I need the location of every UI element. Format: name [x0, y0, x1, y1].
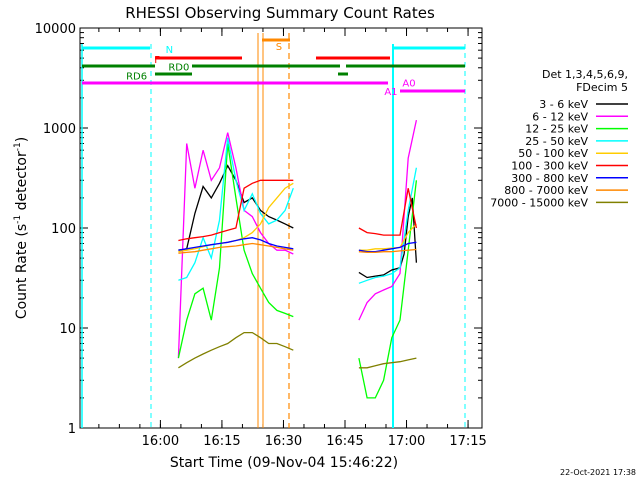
legend-header-1: Det 1,3,4,5,6,9,: [542, 68, 628, 81]
event-label: RD0: [168, 63, 189, 74]
series-line-5-1: [358, 188, 418, 236]
legend-header-2: FDecim 5: [576, 81, 628, 94]
legend-label: 300 - 800 keV: [511, 172, 588, 185]
series-line-3-0: [178, 137, 294, 281]
y-tick-label: 10: [59, 322, 76, 337]
event-label: N: [166, 45, 173, 56]
series-line-8-1: [358, 357, 417, 369]
series-line-6-0: [178, 237, 294, 251]
legend-label: 12 - 25 keV: [525, 123, 588, 136]
legend-label: 6 - 12 keV: [532, 110, 588, 123]
event-label: A1: [384, 87, 397, 98]
legend-label: 3 - 6 keV: [539, 98, 588, 111]
series-line-6-1: [358, 241, 417, 253]
y-tick-label: 100: [51, 222, 76, 237]
y-tick-label: 1: [68, 422, 76, 437]
legend-label: 25 - 50 keV: [525, 135, 588, 148]
x-tick-label: 16:00: [142, 434, 179, 449]
timestamp: 22-Oct-2021 17:38: [560, 468, 636, 477]
series-line-2-0: [177, 143, 294, 359]
series-line-1-0: [177, 132, 294, 359]
event-label: S: [276, 42, 282, 53]
series-line-7-1: [358, 248, 417, 254]
x-tick-label: 16:45: [326, 434, 363, 449]
series-line-4-1: [358, 223, 417, 251]
y-axis-label: Count Rate (s-1 detector-1): [13, 137, 30, 319]
series-layer: [177, 119, 418, 399]
legend-label: 100 - 300 keV: [511, 160, 588, 173]
x-axis: 16:00 16:15 16:30 16:45 17:00 17:15: [98, 28, 487, 449]
legend-label: 7000 - 15000 keV: [490, 196, 588, 209]
y-tick-label: 10000: [35, 22, 76, 37]
series-line-0-1: [358, 197, 418, 279]
legend-label: 50 - 100 keV: [518, 147, 588, 160]
series-line-7-0: [178, 242, 294, 254]
series-line-8-0: [178, 331, 294, 369]
x-tick-label: 17:00: [388, 434, 425, 449]
series-line-3-1: [358, 167, 418, 284]
series-line-2-1: [358, 180, 418, 399]
event-bars: [81, 33, 466, 428]
x-tick-label: 17:15: [449, 434, 486, 449]
event-label: F: [154, 55, 160, 66]
event-label: A0: [402, 79, 415, 90]
series-line-1-1: [358, 119, 418, 321]
legend-label: 800 - 7000 keV: [504, 184, 588, 197]
x-tick-label: 16:15: [203, 434, 240, 449]
chart-title: RHESSI Observing Summary Count Rates: [125, 4, 435, 22]
x-tick-label: 16:30: [265, 434, 302, 449]
x-axis-label: Start Time (09-Nov-04 15:46:22): [170, 455, 398, 471]
series-line-5-0: [178, 179, 294, 242]
event-label: RD6: [126, 72, 147, 83]
y-tick-label: 1000: [43, 122, 76, 137]
event-labels: S NF RD0 RD6 A1 A0: [126, 42, 415, 98]
